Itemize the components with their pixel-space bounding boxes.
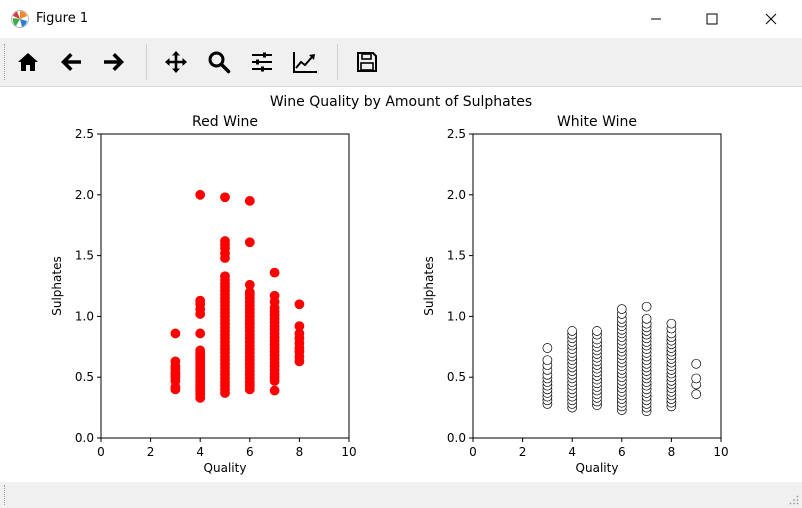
navigation-toolbar xyxy=(0,38,802,87)
data-point xyxy=(691,373,702,384)
data-point xyxy=(220,271,230,282)
data-point xyxy=(244,279,255,290)
home-button[interactable] xyxy=(11,46,45,78)
data-point xyxy=(542,355,553,366)
x-tick-label: 10 xyxy=(341,445,356,459)
red-wine-axes: 0 2 4 6 8 10 0.0 0.5 1.0 1.5 2.0 2.5 Red Wine Quality… xyxy=(50,114,357,475)
subplots-button[interactable] xyxy=(245,46,279,78)
y-tick-label: 0.5 xyxy=(447,370,466,384)
arrow-left-icon xyxy=(61,53,81,71)
figure-suptitle: Wine Quality by Amount of Sulphates xyxy=(270,94,532,110)
data-point xyxy=(542,343,553,353)
white-wine-axes: 0 2 4 6 8 10 0.0 0.5 1.0 1.5 2.0 2.5 White Wine Quali… xyxy=(422,114,729,475)
data-point xyxy=(691,358,702,369)
y-tick-label: 2.5 xyxy=(75,127,94,141)
arrow-right-icon xyxy=(104,53,124,71)
axes-frame xyxy=(472,133,722,439)
x-tick-label: 0 xyxy=(97,445,105,459)
y-tick-label: 1.5 xyxy=(75,249,94,263)
x-tick-label: 8 xyxy=(668,445,676,459)
minimize-button[interactable] xyxy=(633,0,679,38)
status-grip xyxy=(4,485,7,505)
x-tick-label: 8 xyxy=(296,445,304,459)
data-point xyxy=(641,301,652,312)
figure-canvas[interactable]: Wine Quality by Amount of Sulphates 0 2 4 6… xyxy=(0,87,802,482)
x-tick-label: 0 xyxy=(469,445,477,459)
status-bar xyxy=(0,482,802,508)
data-point xyxy=(220,192,230,203)
data-point xyxy=(244,237,255,248)
window-title: Figure 1 xyxy=(36,11,89,26)
forward-button[interactable] xyxy=(97,46,131,78)
save-button[interactable] xyxy=(350,46,384,78)
data-point xyxy=(170,356,181,367)
data-point xyxy=(691,389,702,400)
y-tick-label: 2.0 xyxy=(447,188,466,202)
data-point xyxy=(567,326,578,336)
toolbar-separator xyxy=(337,44,338,80)
y-tick-label: 1.0 xyxy=(447,309,466,323)
size-grip-icon[interactable] xyxy=(789,495,799,505)
magnifier-icon xyxy=(208,51,231,74)
data-point xyxy=(244,195,255,206)
axes-frame xyxy=(100,133,350,439)
toolbar-separator xyxy=(146,44,147,80)
data-point xyxy=(294,321,305,332)
floppy-disk-icon xyxy=(357,52,377,72)
data-point xyxy=(195,295,206,306)
matplotlib-logo-icon xyxy=(11,10,29,28)
data-point xyxy=(170,328,181,339)
y-tick-label: 2.0 xyxy=(75,188,94,202)
move-icon xyxy=(165,51,187,73)
data-point xyxy=(195,189,206,200)
data-point xyxy=(269,290,280,301)
data-point xyxy=(195,328,206,339)
data-point xyxy=(666,318,677,329)
y-axis-label: Sulphates xyxy=(422,256,436,315)
y-tick-label: 2.5 xyxy=(447,127,466,141)
x-axis-label: Quality xyxy=(576,461,619,475)
data-point xyxy=(294,299,305,310)
data-point xyxy=(220,236,230,246)
close-button[interactable] xyxy=(748,0,794,38)
x-tick-label: 4 xyxy=(568,445,576,459)
close-icon xyxy=(765,13,777,25)
y-tick-label: 0.0 xyxy=(447,431,466,445)
sliders-icon xyxy=(252,52,272,72)
data-point xyxy=(269,267,280,278)
pan-button[interactable] xyxy=(159,46,193,78)
x-tick-label: 2 xyxy=(147,445,155,459)
x-tick-label: 6 xyxy=(618,445,626,459)
y-tick-label: 0.5 xyxy=(75,370,94,384)
x-tick-label: 2 xyxy=(519,445,527,459)
y-tick-label: 0.0 xyxy=(75,431,94,445)
title-bar: Figure 1 xyxy=(0,0,802,38)
toolbar-grip[interactable] xyxy=(4,44,7,80)
data-point xyxy=(641,313,652,324)
x-tick-label: 10 xyxy=(713,445,728,459)
y-tick-label: 1.5 xyxy=(447,249,466,263)
axes-title: White Wine xyxy=(557,114,637,130)
minimize-icon xyxy=(651,18,661,20)
data-point xyxy=(616,304,627,314)
maximize-button[interactable] xyxy=(689,0,735,38)
x-axis-label: Quality xyxy=(204,461,247,475)
line-chart-icon xyxy=(293,52,317,73)
x-tick-label: 6 xyxy=(246,445,254,459)
y-tick-label: 1.0 xyxy=(75,309,94,323)
maximize-icon xyxy=(706,13,718,25)
axes-title: Red Wine xyxy=(192,114,258,130)
x-tick-label: 4 xyxy=(196,445,204,459)
figure-svg: Wine Quality by Amount of Sulphates 0 2 4 6… xyxy=(50,94,729,475)
back-button[interactable] xyxy=(54,46,88,78)
y-axis-label: Sulphates xyxy=(50,256,64,315)
data-point xyxy=(269,385,280,396)
home-icon xyxy=(18,53,38,71)
data-point xyxy=(592,326,602,336)
axes-button[interactable] xyxy=(288,46,322,78)
zoom-button[interactable] xyxy=(202,46,236,78)
data-point xyxy=(195,345,206,356)
